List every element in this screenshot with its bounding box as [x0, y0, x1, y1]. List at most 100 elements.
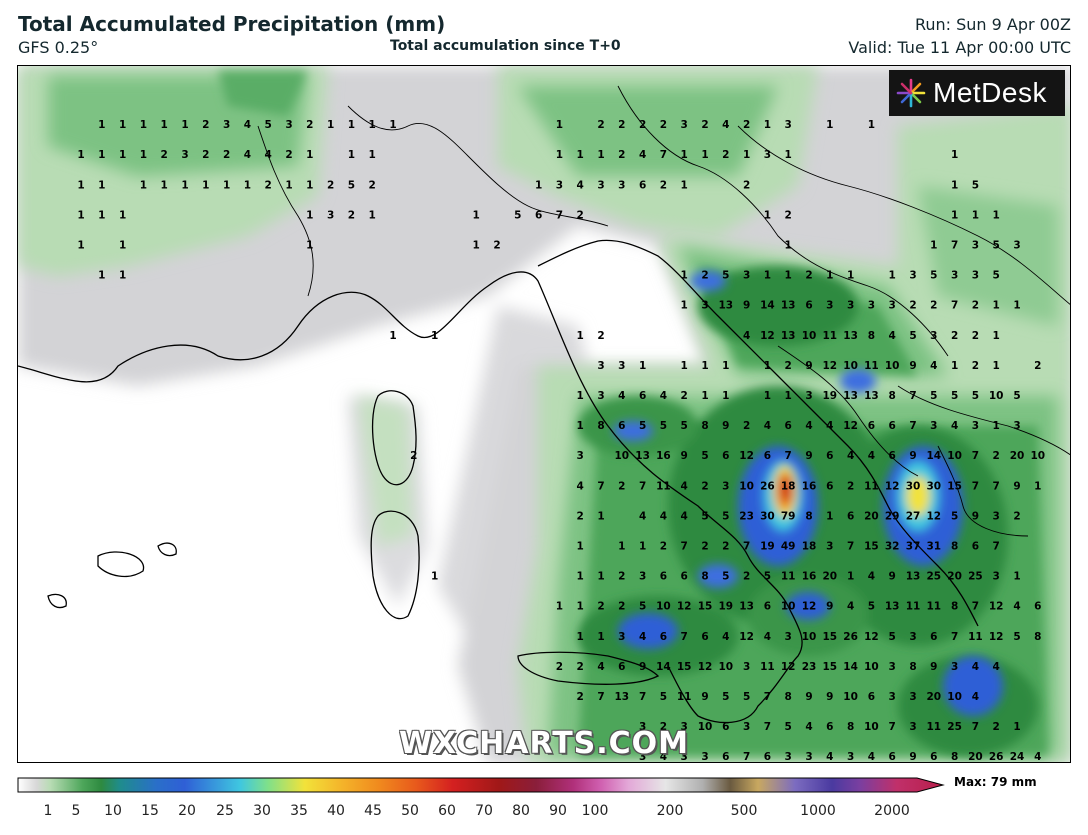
precip-value-label: 1 [785, 390, 792, 402]
precip-value-label: 6 [868, 420, 875, 432]
precip-value-label: 8 [701, 420, 708, 432]
precip-value-label: 6 [889, 751, 896, 763]
precip-value-label: 4 [847, 450, 854, 462]
precip-value-label: 2 [681, 390, 688, 402]
precip-value-label: 25 [926, 571, 941, 583]
precip-value-label: 4 [660, 751, 667, 763]
precip-value-label: 6 [618, 661, 625, 673]
colorbar-tick-label: 20 [178, 803, 196, 819]
precip-value-label: 2 [660, 721, 667, 733]
precip-value-label: 10 [864, 721, 879, 733]
precip-value-label: 10 [802, 631, 817, 643]
coastlines [18, 239, 979, 724]
precip-value-label: 12 [802, 601, 817, 613]
precip-value-label: 7 [660, 149, 667, 161]
precip-value-label: 2 [202, 149, 209, 161]
precip-value-label: 15 [864, 541, 879, 553]
precip-value-label: 1 [1013, 571, 1020, 583]
precip-value-label: 10 [947, 450, 962, 462]
precip-value-label: 4 [993, 661, 1000, 673]
precip-value-label: 2 [618, 119, 625, 131]
precip-value-label: 18 [802, 541, 817, 553]
precip-value-label: 2 [743, 420, 750, 432]
precip-value-label: 5 [993, 240, 1000, 252]
precip-value-label: 7 [764, 721, 771, 733]
precip-value-label: 4 [577, 179, 584, 191]
precip-value-label: 1 [826, 270, 833, 282]
precip-value-label: 1 [847, 270, 854, 282]
precip-value-label: 10 [864, 661, 879, 673]
precip-value-label: 1 [577, 330, 584, 342]
precip-value-label: 1 [161, 119, 168, 131]
precip-value-label: 5 [639, 601, 646, 613]
metdesk-logo-text: MetDesk [933, 77, 1047, 108]
precip-value-label: 6 [930, 631, 937, 643]
colorbar-tick-label: 40 [327, 803, 345, 819]
colorbar-bar [17, 777, 945, 793]
precip-value-label: 2 [722, 149, 729, 161]
precip-value-label: 20 [1010, 450, 1025, 462]
colorbar-tick-label: 500 [731, 803, 758, 819]
precip-value-label: 6 [1034, 601, 1041, 613]
precip-value-label: 3 [618, 631, 625, 643]
precip-value-label: 2 [327, 179, 334, 191]
precip-value-label: 5 [930, 270, 937, 282]
precip-value-label: 4 [244, 119, 251, 131]
precip-value-label: 9 [639, 661, 646, 673]
precip-value-label: 1 [306, 149, 313, 161]
precip-value-label: 3 [909, 631, 916, 643]
precip-value-label: 25 [947, 721, 962, 733]
precip-value-label: 1 [764, 209, 771, 221]
precip-value-label: 5 [701, 510, 708, 522]
colorbar-tick-label: 35 [290, 803, 308, 819]
precip-value-label: 1 [889, 270, 896, 282]
precip-value-label: 2 [265, 179, 272, 191]
precip-value-label: 2 [369, 179, 376, 191]
precip-value-label: 2 [743, 179, 750, 191]
precip-value-label: 1 [223, 179, 230, 191]
colorbar-tick-label: 45 [364, 803, 382, 819]
precip-value-label: 1 [119, 270, 126, 282]
precip-value-label: 6 [618, 420, 625, 432]
precip-value-label: 3 [930, 420, 937, 432]
precip-value-label: 6 [681, 571, 688, 583]
precip-value-label: 1 [1013, 721, 1020, 733]
precip-value-label: 4 [681, 480, 688, 492]
precip-value-label: 6 [660, 571, 667, 583]
precip-value-label: 9 [681, 450, 688, 462]
precip-value-label: 9 [805, 450, 812, 462]
precip-value-label: 1 [98, 179, 105, 191]
precip-value-label: 1 [826, 510, 833, 522]
precip-value-label: 3 [972, 420, 979, 432]
precip-value-label: 11 [760, 661, 775, 673]
precip-value-label: 4 [972, 691, 979, 703]
precip-value-label: 1 [348, 149, 355, 161]
precip-value-label: 1 [597, 571, 604, 583]
precip-value-label: 8 [951, 751, 958, 763]
precip-value-label: 1 [98, 119, 105, 131]
precip-value-label: 5 [660, 420, 667, 432]
precip-value-label: 7 [972, 480, 979, 492]
precip-value-label: 1 [556, 601, 563, 613]
map-canvas: 1 1 1 1 1 2 3 4 5 3 2 1 1 1 1 1 2 2 2 2 3 2 4 2 1 3 1 11 1 1 1 2 3 2 2 4 4 2 1… [18, 66, 1070, 763]
precip-value-label: 5 [722, 510, 729, 522]
precip-value-label: 3 [785, 119, 792, 131]
precip-value-label: 4 [639, 631, 646, 643]
precip-value-label: 12 [739, 631, 754, 643]
precip-value-label: 1 [473, 209, 480, 221]
precip-value-label: 1 [306, 240, 313, 252]
precip-value-label: 3 [847, 300, 854, 312]
precip-value-label: 4 [847, 601, 854, 613]
precip-value-label: 3 [951, 661, 958, 673]
precip-value-label: 4 [972, 661, 979, 673]
precip-value-label: 4 [868, 571, 875, 583]
precip-value-label: 6 [660, 631, 667, 643]
precip-value-label: 3 [597, 360, 604, 372]
precip-value-label: 2 [306, 119, 313, 131]
precip-value-label: 3 [1013, 240, 1020, 252]
precip-value-label: 20 [864, 510, 879, 522]
precip-value-label: 7 [743, 751, 750, 763]
precip-value-label: 6 [764, 450, 771, 462]
precip-value-label: 1 [140, 179, 147, 191]
